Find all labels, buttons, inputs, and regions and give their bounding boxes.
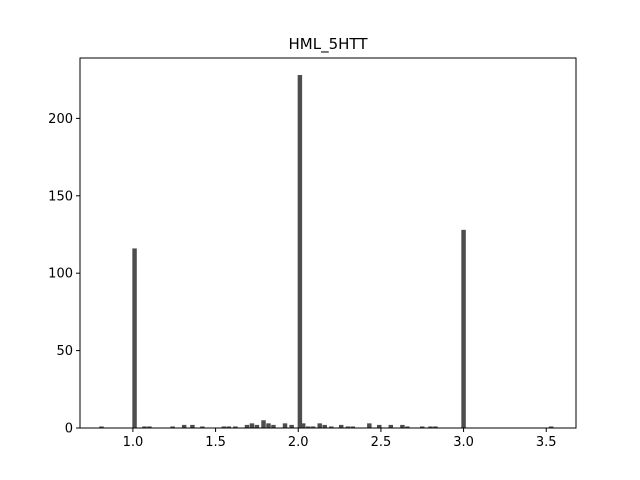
histogram-bar bbox=[400, 424, 405, 428]
histogram-bar bbox=[350, 426, 356, 428]
histogram-bar bbox=[297, 75, 303, 428]
y-tick-label: 150 bbox=[48, 189, 73, 204]
histogram-bar bbox=[305, 426, 311, 428]
histogram-bar bbox=[142, 426, 147, 428]
histogram-bar bbox=[461, 229, 466, 428]
histogram-bar bbox=[289, 424, 294, 428]
histogram-bar bbox=[405, 426, 410, 428]
plot-frame bbox=[79, 57, 577, 429]
y-tick-label: 100 bbox=[48, 267, 73, 282]
histogram-bar bbox=[200, 426, 205, 428]
x-tick-label: 3.0 bbox=[453, 435, 474, 450]
bars-group bbox=[99, 75, 554, 428]
histogram-bar bbox=[345, 426, 351, 428]
x-tick-label: 1.0 bbox=[123, 435, 144, 450]
histogram-bar bbox=[548, 426, 554, 428]
y-tick-label: 0 bbox=[65, 422, 73, 437]
histogram-bar bbox=[367, 423, 372, 428]
histogram-bar bbox=[338, 424, 344, 428]
histogram-bar bbox=[261, 420, 266, 428]
x-tick-label: 3.5 bbox=[536, 435, 557, 450]
histogram-bar bbox=[181, 424, 187, 428]
x-axis-ticks: 1.0 1.5 2.0 2.5 3.0 3.5 bbox=[123, 428, 557, 450]
histogram-bar bbox=[300, 423, 306, 428]
histogram-bar bbox=[317, 423, 322, 428]
histogram-bar bbox=[322, 424, 327, 428]
histogram-bar bbox=[428, 426, 433, 428]
x-tick-label: 2.5 bbox=[371, 435, 392, 450]
histogram-bar bbox=[249, 423, 255, 428]
x-tick-label: 2.0 bbox=[288, 435, 309, 450]
histogram-bar bbox=[388, 424, 394, 428]
histogram-bar bbox=[233, 426, 238, 428]
histogram-bar bbox=[266, 423, 271, 428]
histogram-bar bbox=[190, 424, 195, 428]
histogram-bar bbox=[226, 426, 232, 428]
histogram-bar bbox=[377, 424, 382, 428]
y-tick-label: 200 bbox=[48, 112, 73, 127]
chart-title: HML_5HTT bbox=[289, 35, 369, 54]
histogram-bar bbox=[132, 248, 137, 428]
histogram-bar bbox=[282, 423, 288, 428]
histogram-bar bbox=[99, 426, 104, 428]
histogram-bar bbox=[254, 424, 260, 428]
x-tick-label: 1.5 bbox=[205, 435, 226, 450]
histogram-bar bbox=[170, 426, 175, 428]
y-axis-ticks: 0 50 100 150 200 bbox=[48, 112, 80, 437]
histogram-bar bbox=[310, 426, 316, 428]
histogram-bar bbox=[433, 426, 438, 428]
histogram-bar bbox=[244, 424, 250, 428]
histogram-bar bbox=[420, 426, 425, 428]
histogram-bar bbox=[147, 426, 152, 428]
histogram-bar bbox=[271, 424, 276, 428]
histogram-bar bbox=[329, 426, 334, 428]
y-tick-label: 50 bbox=[56, 344, 73, 359]
histogram-bar bbox=[221, 426, 227, 428]
